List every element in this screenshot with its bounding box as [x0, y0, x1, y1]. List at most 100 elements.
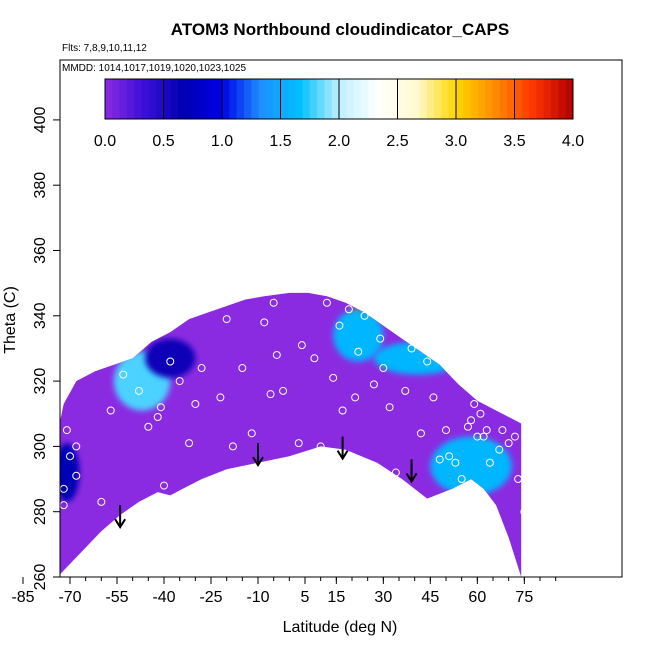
x-tick-label: 45	[421, 589, 439, 606]
colorbar-swatch	[207, 79, 216, 119]
flight-point	[329, 373, 338, 382]
flight-point	[166, 357, 175, 366]
x-tick-label: -25	[199, 589, 222, 606]
flight-point	[92, 590, 99, 597]
colorbar-tick-label: 2.0	[328, 133, 350, 150]
flight-point	[495, 445, 504, 454]
flight-point	[338, 406, 347, 415]
colorbar-swatch	[492, 79, 501, 119]
colorbar-swatch	[280, 79, 289, 119]
colorbar-swatch	[448, 79, 457, 119]
flight-point	[514, 475, 523, 484]
colorbar-swatch	[185, 79, 194, 119]
flight-point	[407, 344, 416, 353]
cloud-patch	[333, 309, 384, 362]
flight-point	[360, 311, 369, 320]
flight-point	[119, 370, 128, 379]
flight-point	[442, 426, 450, 435]
flight-point	[470, 399, 479, 408]
x-tick-label: -85	[11, 589, 34, 606]
colorbar-swatch	[426, 79, 435, 119]
colorbar-swatch	[353, 79, 362, 119]
flight-point	[316, 442, 325, 451]
colorbar-swatch	[163, 79, 172, 119]
colorbar-swatch	[126, 79, 135, 119]
colorbar-swatch	[404, 79, 413, 119]
x-tick-label: 75	[515, 589, 533, 606]
flight-point	[297, 341, 306, 350]
colorbar-swatch	[551, 79, 559, 119]
colorbar-tick-label: 4.0	[562, 133, 584, 150]
flight-point	[351, 393, 360, 402]
colorbar-swatch	[331, 79, 340, 119]
flight-point	[391, 468, 400, 477]
x-tick-label: 15	[327, 589, 345, 606]
flight-point	[260, 318, 269, 327]
y-tick-label: 300	[32, 433, 49, 460]
flight-point	[520, 507, 529, 516]
cloud-patch	[430, 436, 512, 496]
flight-point	[451, 458, 460, 467]
colorbar-swatch	[295, 79, 303, 119]
flight-point	[435, 455, 444, 464]
flight-point	[344, 305, 353, 314]
flight-point	[62, 426, 71, 435]
colorbar-swatch	[156, 79, 164, 119]
x-tick-label: 60	[468, 589, 486, 606]
flight-point	[175, 377, 184, 386]
data-domain	[60, 292, 522, 577]
colorbar-swatch	[529, 79, 537, 119]
tropopause-arrow	[336, 436, 349, 461]
colorbar-swatch	[243, 79, 252, 119]
flight-point	[376, 334, 385, 343]
flight-point	[75, 364, 84, 373]
flight-point	[185, 439, 194, 448]
colorbar-swatch	[477, 79, 486, 119]
flight-point	[269, 298, 278, 307]
colorbar-tick-label: 1.0	[211, 133, 233, 150]
tropopause-arrow	[114, 505, 126, 530]
colorbar-swatch	[565, 79, 574, 119]
colorbar-swatch	[170, 79, 179, 119]
flight-point	[279, 386, 288, 395]
cloud-patch	[373, 341, 462, 375]
colorbar-swatch	[222, 79, 230, 119]
colorbar-tick-label: 1.5	[269, 133, 291, 150]
flight-point	[144, 422, 153, 431]
colorbar-swatch	[148, 79, 157, 119]
colorbar-swatch	[536, 79, 545, 119]
colorbar-swatch	[434, 79, 442, 119]
colorbar-swatch	[105, 79, 113, 119]
colorbar-swatch	[360, 79, 369, 119]
colorbar-swatch	[112, 79, 121, 119]
colorbar-swatch	[368, 79, 377, 119]
x-tick-label: -55	[105, 589, 128, 606]
colorbar-swatch	[558, 79, 567, 119]
colorbar-swatch	[412, 79, 420, 119]
tropopause-arrow	[405, 459, 418, 484]
flight-point	[97, 497, 106, 506]
x-tick-label: 5	[301, 589, 310, 606]
flight-point	[476, 409, 485, 418]
dates-label: MMDD: 1014,1017,1019,1020,1023,1025	[62, 63, 246, 74]
colorbar-swatch	[390, 79, 398, 119]
colorbar-swatch	[419, 79, 428, 119]
colorbar-swatch	[507, 79, 515, 119]
cloud-patches	[60, 309, 512, 502]
colorbar-swatch	[456, 79, 464, 119]
x-axis-label: Latitude (deg N)	[283, 619, 398, 636]
colorbar-swatch	[134, 79, 143, 119]
colorbar-swatch	[463, 79, 472, 119]
axes: -85 -70 -55 -40 -25 -10 5 15 30 45 60 75 260 280 300 32…	[11, 106, 557, 606]
flight-point	[423, 357, 432, 366]
y-tick-label: 400	[32, 106, 49, 133]
flight-point	[222, 315, 231, 324]
colorbar-swatch	[302, 79, 311, 119]
colorbar-swatch	[382, 79, 391, 119]
flight-point	[473, 432, 482, 441]
y-tick-label: 380	[32, 172, 49, 199]
flight-point	[504, 439, 513, 448]
flight-point	[335, 321, 344, 330]
colorbar-tick-label: 3.0	[445, 133, 467, 150]
